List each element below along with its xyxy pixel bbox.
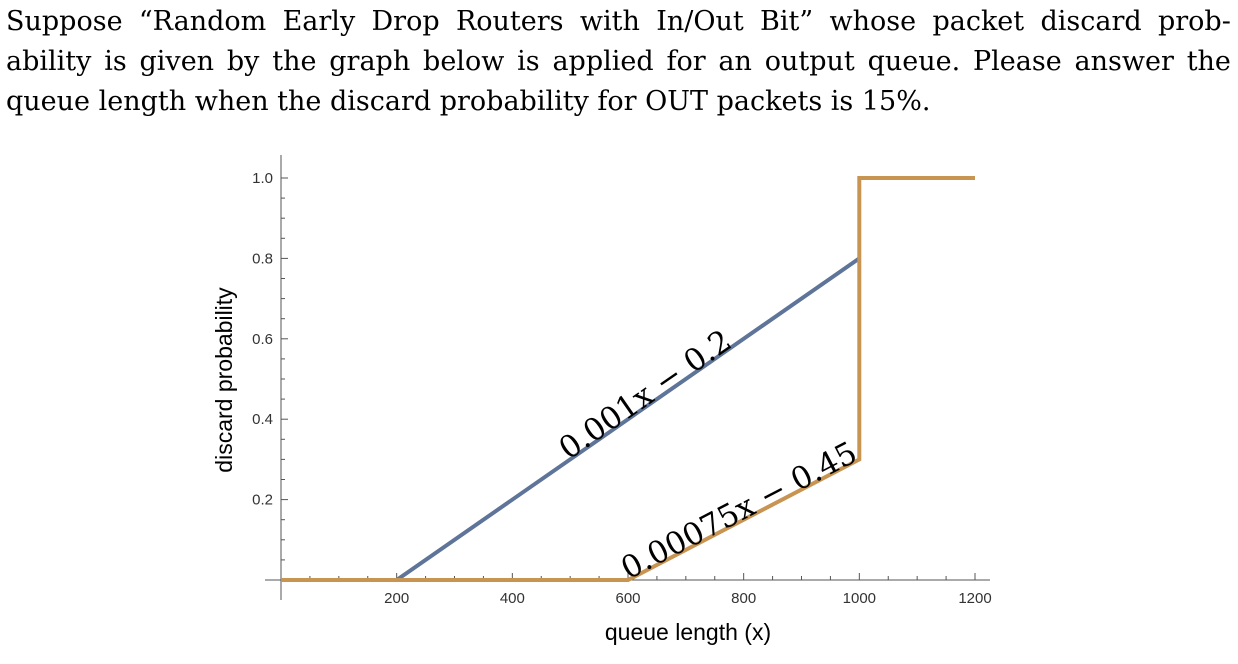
question-text: Suppose “Random Early Drop Routers with In/Out… [6,2,1231,122]
question-word: the [1186,46,1231,77]
question-word: packet [932,6,1025,37]
question-word: an [718,46,752,77]
x-tick-label: 1200 [958,590,991,607]
x-tick-label: 600 [615,590,640,607]
in-line-formula: 0.001x − 0.2 [553,323,739,467]
y-tick-label: 0.6 [252,331,273,348]
y-tick-label: 0.2 [252,492,273,509]
question-line-3: queue length when the discard probabilit… [6,86,931,117]
x-tick-label: 200 [384,590,409,607]
question-word: below [423,46,505,77]
x-tick-label: 1000 [843,590,876,607]
question-word: “Random [138,6,267,37]
question-line-1: Suppose “Random Early Drop Routers with In/Out… [6,2,1231,42]
question-word: Drop [371,6,440,37]
question-word: the [272,46,317,77]
question-word: Routers [455,6,564,37]
out-line-formula: 0.00075x − 0.45 [615,435,863,587]
question-word: by [226,46,260,77]
in-packets-line [281,256,861,582]
axes: 200 400 600 800 1000 1200 0.2 0.4 0.6 0.8 1.0 [252,155,992,607]
question-word: ability [6,46,92,77]
question-word: Bit” [760,6,814,37]
question-word: prob- [1157,6,1231,37]
question-word: with [579,6,640,37]
x-tick-label: 800 [731,590,756,607]
question-line-2: ability is given by the graph below is applied fo… [6,42,1231,82]
question-word: discard [1040,6,1142,37]
question-word: queue. [867,46,961,77]
x-axis-title: queue length (x) [605,619,771,645]
question-word: is [517,46,540,77]
question-word: graph [329,46,411,77]
question-word: for [666,46,706,77]
question-word: In/Out [656,6,744,37]
series-layer [281,176,975,582]
question-word: output [764,46,855,77]
annotations: 0.001x − 0.20.00075x − 0.45 [553,323,863,587]
question-word: Please [973,46,1062,77]
question-word: applied [552,46,654,77]
y-tick-label: 1.0 [252,170,273,187]
y-axis-title: discard probability [211,287,237,473]
out-packets-line [281,176,975,582]
question-word: whose [829,6,917,37]
y-tick-label: 0.4 [252,411,273,428]
question-word: is [104,46,127,77]
question-word: Suppose [6,6,123,37]
x-tick-label: 400 [500,590,525,607]
question-word: answer [1074,46,1174,77]
y-tick-label: 0.8 [252,250,273,267]
question-word: given [139,46,215,77]
question-word: Early [282,6,356,37]
